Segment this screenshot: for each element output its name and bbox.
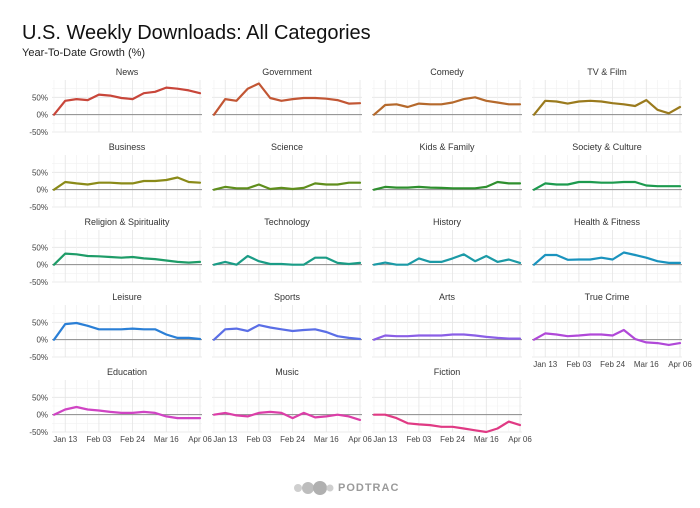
y-tick-label: -50% xyxy=(29,428,48,437)
panel-title: TV & Film xyxy=(587,67,627,77)
x-tick-label: Apr 06 xyxy=(508,435,532,444)
panel-government: Government xyxy=(212,67,362,133)
panel-education: Education 50% 0% -50% Jan 13 Feb 03 Feb 24 Mar … xyxy=(29,367,212,444)
panel-comedy: Comedy xyxy=(372,67,522,133)
panel-history: History xyxy=(372,217,522,283)
panel-title: Comedy xyxy=(430,67,464,77)
chart-subtitle: Year-To-Date Growth (%) xyxy=(22,47,146,59)
panel-business: Business 50% 0% -50% xyxy=(29,142,202,212)
x-tick-label: Feb 03 xyxy=(406,435,431,444)
podtrac-logo-text: PODTRAC xyxy=(338,482,400,494)
panel-title: True Crime xyxy=(585,292,630,302)
panel-health-and-fitness: Health & Fitness xyxy=(532,217,682,283)
y-tick-label: 50% xyxy=(32,243,48,252)
series-line-religion-and-spirituality xyxy=(52,252,202,266)
series-line-arts xyxy=(372,333,522,341)
panel-title: Fiction xyxy=(434,367,461,377)
panel-title: Education xyxy=(107,367,147,377)
y-tick-label: -50% xyxy=(29,353,48,362)
panel-news: News 50% 0% -50% xyxy=(29,67,202,137)
x-tick-label: Apr 06 xyxy=(668,360,692,369)
panel-title: Business xyxy=(109,142,146,152)
panel-leisure: Leisure 50% 0% -50% xyxy=(29,292,202,362)
series-line-comedy xyxy=(372,96,522,116)
series-line-fiction xyxy=(372,413,522,434)
series-line-government xyxy=(212,82,362,116)
panel-fiction: Fiction Jan 13 Feb 03 Feb 24 Mar 16 Apr 06 xyxy=(372,367,532,444)
x-tick-label: Mar 16 xyxy=(474,435,499,444)
panel-title: Leisure xyxy=(112,292,142,302)
panel-tv-and-film: TV & Film xyxy=(532,67,682,133)
y-tick-label: 0% xyxy=(36,411,48,420)
panel-title: History xyxy=(433,217,462,227)
series-line-true-crime xyxy=(532,328,682,346)
panel-title: Science xyxy=(271,142,303,152)
panel-title: News xyxy=(116,67,139,77)
panel-music: Music Jan 13 Feb 03 Feb 24 Mar 16 Apr 06 xyxy=(212,367,372,444)
panel-title: Religion & Spirituality xyxy=(84,217,170,227)
series-line-health-and-fitness xyxy=(532,251,682,266)
y-tick-label: 50% xyxy=(32,93,48,102)
x-tick-label: Feb 03 xyxy=(86,435,111,444)
x-tick-label: Mar 16 xyxy=(314,435,339,444)
x-tick-label: Feb 03 xyxy=(246,435,271,444)
series-line-news xyxy=(52,86,202,116)
footer-logo: PODTRAC xyxy=(292,478,399,498)
y-tick-label: 50% xyxy=(32,318,48,327)
x-tick-label: Apr 06 xyxy=(188,435,212,444)
panel-title: Technology xyxy=(264,217,310,227)
series-line-business xyxy=(52,176,202,191)
x-tick-label: Feb 24 xyxy=(120,435,145,444)
panel-title: Government xyxy=(262,67,312,77)
panel-true-crime: True Crime Jan 13 Feb 03 Feb 24 Mar 16 Apr 06 xyxy=(532,292,692,369)
series-line-kids-and-family xyxy=(372,180,522,191)
x-tick-label: Jan 13 xyxy=(373,435,398,444)
chart-title: U.S. Weekly Downloads: All Categories xyxy=(22,22,371,44)
panel-science: Science xyxy=(212,142,362,208)
panel-society-and-culture: Society & Culture xyxy=(532,142,682,208)
panel-title: Health & Fitness xyxy=(574,217,641,227)
panel-arts: Arts xyxy=(372,292,522,358)
y-tick-label: 50% xyxy=(32,393,48,402)
x-tick-label: Feb 03 xyxy=(566,360,591,369)
x-tick-label: Feb 24 xyxy=(440,435,465,444)
x-tick-label: Feb 24 xyxy=(280,435,305,444)
y-tick-label: 0% xyxy=(36,186,48,195)
series-line-society-and-culture xyxy=(532,180,682,191)
x-tick-label: Feb 24 xyxy=(600,360,625,369)
panel-title: Music xyxy=(275,367,299,377)
panel-sports: Sports xyxy=(212,292,362,358)
panel-religion-and-spirituality: Religion & Spirituality 50% 0% -50% xyxy=(29,217,202,287)
x-tick-label: Jan 13 xyxy=(533,360,558,369)
series-line-technology xyxy=(212,254,362,266)
y-tick-label: 0% xyxy=(36,336,48,345)
y-tick-label: 0% xyxy=(36,261,48,270)
y-tick-label: -50% xyxy=(29,128,48,137)
x-tick-label: Apr 06 xyxy=(348,435,372,444)
series-line-education xyxy=(52,405,202,420)
x-tick-label: Jan 13 xyxy=(213,435,238,444)
panel-technology: Technology xyxy=(212,217,362,283)
y-tick-label: -50% xyxy=(29,203,48,212)
y-tick-label: -50% xyxy=(29,278,48,287)
x-tick-label: Mar 16 xyxy=(154,435,179,444)
panel-title: Kids & Family xyxy=(419,142,475,152)
panel-kids-and-family: Kids & Family xyxy=(372,142,522,208)
series-line-history xyxy=(372,253,522,266)
y-tick-label: 50% xyxy=(32,168,48,177)
series-line-sports xyxy=(212,324,362,341)
series-line-leisure xyxy=(52,321,202,341)
y-tick-label: 0% xyxy=(36,111,48,120)
series-line-music xyxy=(212,410,362,421)
panel-title: Arts xyxy=(439,292,456,302)
podtrac-logo-icon xyxy=(294,481,334,495)
x-tick-label: Mar 16 xyxy=(634,360,659,369)
panel-title: Society & Culture xyxy=(572,142,642,152)
series-line-science xyxy=(212,181,362,191)
panel-title: Sports xyxy=(274,292,301,302)
x-tick-label: Jan 13 xyxy=(53,435,78,444)
series-line-tv-and-film xyxy=(532,98,682,116)
